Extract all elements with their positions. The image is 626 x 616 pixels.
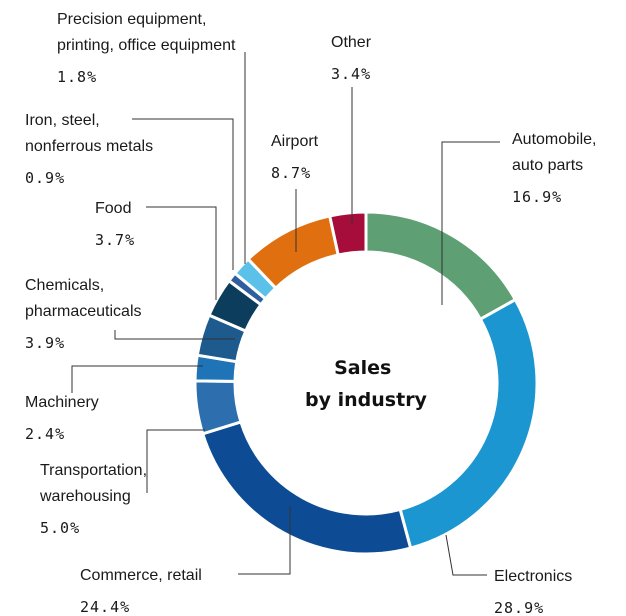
slice-commerce-retail (200, 420, 413, 556)
chart-title: Sales by industry (305, 357, 428, 411)
label-transportation-warehousing: Transportation, warehousing (39, 462, 147, 505)
leader-line-food (146, 206, 217, 300)
label-line: Iron, steel, (25, 112, 100, 129)
value-label-automobile-auto-parts: 16.9% (512, 188, 562, 206)
label-iron-steel-nonferrous-metals: Iron, steel, nonferrous metals (25, 112, 153, 155)
label-line: Commerce, retail (80, 567, 202, 584)
leader-line-chemicals-pharmaceuticals (114, 330, 235, 340)
label-commerce-retail: Commerce, retail (80, 567, 202, 584)
slice-electronics (398, 297, 539, 550)
leader-line-automobile-auto-parts (441, 141, 500, 305)
label-line: Other (331, 34, 372, 51)
leader-line-electronics (445, 534, 487, 576)
label-automobile-auto-parts: Automobile, auto parts (512, 131, 597, 174)
leader-line-machinery (71, 365, 203, 393)
slice-other (327, 210, 368, 257)
label-line: printing, office equipment (57, 37, 236, 54)
donut-slices (193, 210, 539, 556)
label-line: Precision equipment, (57, 11, 206, 28)
slice-labels: Automobile, auto parts 16.9% Electronics 28.… (25, 11, 597, 616)
value-label-iron-steel-nonferrous-metals: 0.9% (25, 169, 65, 187)
value-label-chemicals-pharmaceuticals: 3.9% (25, 334, 65, 352)
label-food: Food (95, 200, 131, 217)
value-label-other: 3.4% (331, 65, 371, 83)
label-line: Machinery (25, 394, 99, 411)
label-electronics: Electronics (494, 568, 572, 585)
label-machinery: Machinery (25, 394, 99, 411)
slice-automobile-auto-parts (364, 210, 518, 322)
value-label-electronics: 28.9% (494, 599, 544, 616)
value-label-food: 3.7% (95, 231, 135, 249)
label-line: nonferrous metals (25, 138, 153, 155)
label-other: Other (331, 34, 372, 51)
label-line: Automobile, (512, 131, 597, 148)
chart-title-line-1: Sales (334, 357, 391, 379)
value-label-transportation-warehousing: 5.0% (40, 519, 80, 537)
leader-line-iron-steel-nonferrous-metals (132, 118, 234, 270)
label-line: auto parts (512, 157, 583, 174)
label-line: Airport (271, 133, 319, 150)
label-precision-equipment-printing-office-equipment: Precision equipment, printing, office equ… (57, 11, 236, 54)
label-line: Chemicals, (25, 277, 104, 294)
label-line: warehousing (39, 488, 131, 505)
value-label-machinery: 2.4% (25, 425, 65, 443)
leader-lines (71, 52, 500, 576)
value-label-commerce-retail: 24.4% (80, 598, 130, 616)
leader-line-transportation-warehousing (146, 429, 205, 493)
value-label-precision-equipment-printing-office-equipment: 1.8% (57, 68, 97, 86)
label-line: Food (95, 200, 131, 217)
label-line: pharmaceuticals (25, 303, 142, 320)
leader-line-commerce-retail (238, 506, 291, 575)
value-label-airport: 8.7% (271, 164, 311, 182)
label-line: Electronics (494, 568, 572, 585)
label-airport: Airport (271, 133, 319, 150)
label-line: Transportation, (40, 462, 147, 479)
chart-title-line-2: by industry (305, 389, 428, 411)
label-chemicals-pharmaceuticals: Chemicals, pharmaceuticals (25, 277, 142, 320)
